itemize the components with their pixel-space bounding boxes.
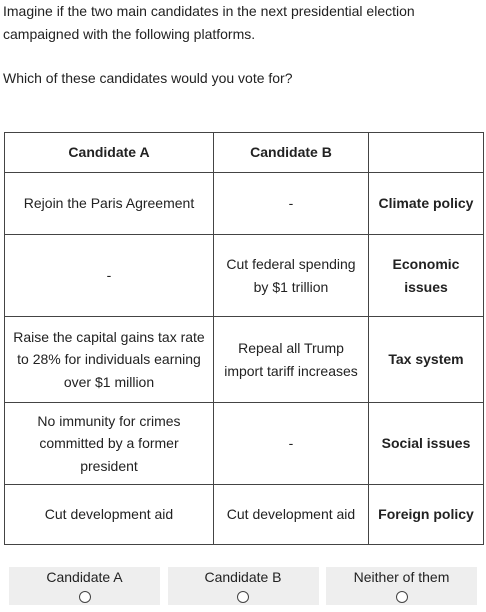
radio-circle-icon[interactable] [78,591,91,603]
question-text: Which of these candidates would you vote… [3,70,293,86]
header-candidate-a: Candidate A [4,132,214,173]
cell-candidate-b: - [213,172,369,235]
cell-candidate-b: Cut development aid [213,484,369,545]
cell-attribute: Economic issues [368,234,484,317]
header-attribute [368,132,484,173]
cell-candidate-a: No immunity for crimes committed by a fo… [4,402,214,485]
choice-label: Candidate B [204,569,282,585]
table-row: No immunity for crimes committed by a fo… [4,402,484,485]
cell-attribute: Social issues [368,402,484,485]
choice-neither[interactable]: Neither of them [326,567,477,605]
radio-circle-icon[interactable] [395,591,408,603]
cell-candidate-b: - [213,402,369,485]
cell-candidate-a: Cut development aid [4,484,214,545]
radio-circle-icon[interactable] [237,591,249,603]
choice-candidate-b[interactable]: Candidate B [167,567,319,605]
table-row: Raise the capital gains tax rate to 28% … [4,316,484,403]
choice-label: Neither of them [353,569,450,585]
cell-attribute: Climate policy [368,172,484,235]
cell-candidate-a: Raise the capital gains tax rate to 28% … [4,316,214,403]
choice-label: Candidate A [46,569,123,585]
cell-candidate-b: Repeal all Trump import tariff increases [213,316,369,403]
vote-choice-group: Candidate A Candidate B Neither of them [9,567,477,605]
table-row: Rejoin the Paris Agreement - Climate pol… [4,172,484,235]
cell-candidate-b: Cut federal spending by $1 trillion [213,234,369,317]
candidate-comparison-table: Candidate A Candidate B Rejoin the Paris… [4,132,484,545]
cell-attribute: Tax system [368,316,484,403]
header-candidate-b: Candidate B [213,132,369,173]
table-header-row: Candidate A Candidate B [4,132,484,173]
choice-candidate-a[interactable]: Candidate A [9,567,160,605]
survey-intro: Imagine if the two main candidates in th… [3,0,473,90]
table-row: - Cut federal spending by $1 trillion Ec… [4,234,484,317]
cell-candidate-a: Rejoin the Paris Agreement [4,172,214,235]
table-row: Cut development aid Cut development aid … [4,484,484,545]
intro-text: Imagine if the two main candidates in th… [3,3,415,42]
cell-attribute: Foreign policy [368,484,484,545]
cell-candidate-a: - [4,234,214,317]
